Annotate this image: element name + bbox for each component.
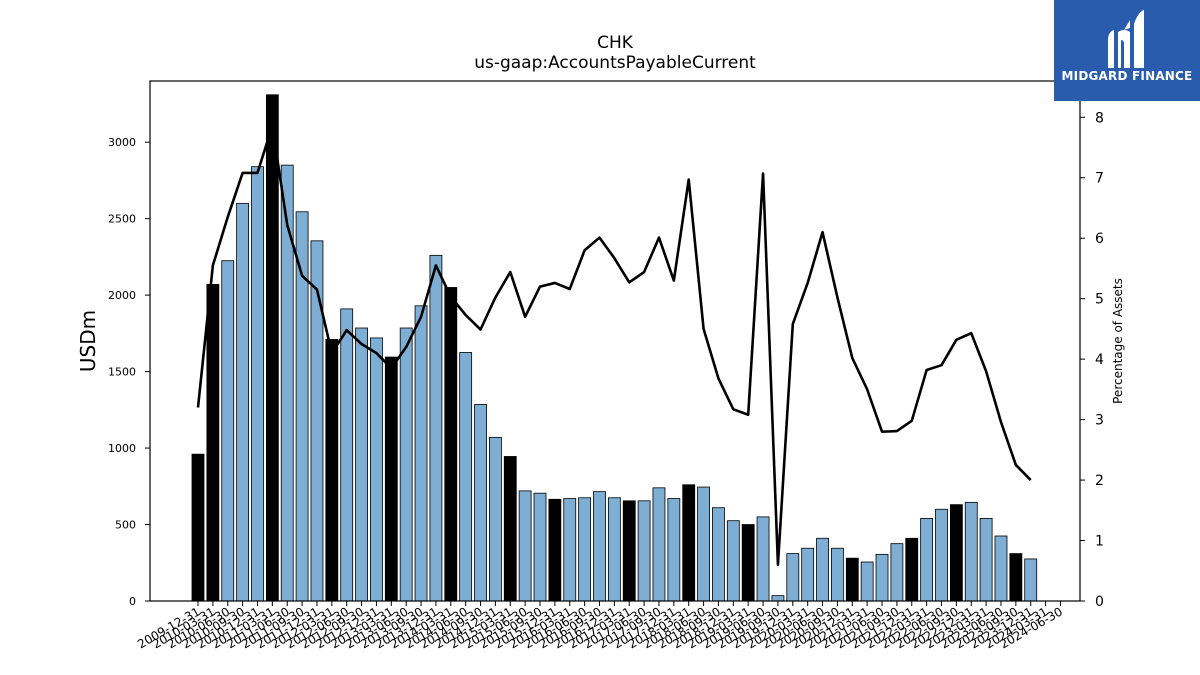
y2-tick-label: 0	[1095, 594, 1104, 610]
y-axis-ticks: 0 500 1000 1500 2000 2500 3000	[108, 136, 150, 608]
bar-2018-03-31	[682, 484, 696, 602]
bar-2014-09-30	[474, 404, 487, 602]
bar-2016-03-31	[563, 498, 577, 602]
bar-2010-03-31	[206, 284, 220, 602]
bar-2022-12-31	[964, 501, 978, 602]
bar-2011-09-30	[295, 211, 309, 602]
bar-2015-06-30	[518, 490, 532, 602]
bar-2016-09-30	[593, 491, 606, 602]
bar-2020-12-31	[845, 557, 859, 602]
y-tick-label: 1000	[108, 442, 136, 455]
bar-2023-06-30	[994, 535, 1008, 602]
y-axis-label: USDm	[76, 310, 100, 372]
bar-2021-12-31	[905, 537, 919, 602]
y-tick-label: 0	[129, 595, 136, 608]
bar-2013-12-31	[429, 254, 443, 602]
bar-2022-06-30	[935, 508, 948, 602]
chart-title: CHK	[597, 33, 634, 53]
pct-assets-line	[196, 124, 1032, 567]
bar-2015-12-31	[548, 498, 562, 602]
y2-tick-label: 1	[1095, 534, 1104, 550]
bar-2018-06-30	[697, 486, 710, 602]
bar-2011-03-31	[265, 94, 279, 602]
y2-tick-label: 4	[1095, 352, 1104, 368]
midgard-logo-icon	[1108, 10, 1144, 68]
y2-tick-label: 2	[1095, 473, 1104, 489]
bar-2019-06-30	[756, 516, 770, 602]
bar-2012-03-31	[325, 339, 339, 602]
bar-2013-09-30	[414, 305, 428, 602]
bar-2017-09-30	[652, 487, 666, 602]
bar-2016-12-31	[607, 497, 621, 602]
bar-2016-06-30	[578, 497, 592, 602]
bar-2019-09-30	[771, 595, 785, 602]
bar-2018-09-30	[712, 507, 725, 602]
bar-2023-12-31	[1024, 558, 1038, 602]
y2-tick-label: 3	[1095, 413, 1104, 429]
logo-text: MIDGARD FINANCE	[1061, 69, 1193, 83]
pct-assets-series	[196, 124, 1032, 567]
bar-2013-03-31	[384, 356, 398, 602]
bar-2021-03-31	[860, 561, 874, 602]
bar-2018-12-31	[726, 520, 740, 602]
y-tick-label: 2500	[108, 213, 136, 226]
bar-2014-06-30	[459, 352, 473, 602]
bar-2014-03-31	[444, 287, 458, 602]
y2-tick-label: 6	[1095, 231, 1104, 247]
bar-2017-03-31	[622, 500, 636, 602]
bar-2009-12-31	[191, 453, 205, 602]
bar-2014-12-31	[488, 436, 502, 602]
bar-2017-12-31	[667, 498, 681, 602]
bar-2010-06-30	[221, 260, 235, 602]
bar-2013-06-30	[399, 327, 413, 602]
bar-2012-12-31	[370, 337, 383, 602]
chart-subtitle: us-gaap:AccountsPayableCurrent	[474, 53, 756, 73]
y-tick-label: 2000	[108, 289, 136, 302]
bar-2012-09-30	[355, 327, 368, 602]
bar-2022-03-31	[920, 518, 934, 602]
bar-2015-03-31	[503, 456, 517, 602]
bar-2017-06-30	[637, 500, 651, 602]
y-tick-label: 3000	[108, 136, 136, 149]
x-axis-ticks: 2009-12-312010-03-312010-06-302010-09-30…	[135, 601, 1065, 651]
bar-2021-09-30	[890, 543, 904, 602]
bar-2010-09-30	[236, 202, 250, 602]
y2-tick-label: 8	[1095, 110, 1104, 126]
y-tick-label: 500	[115, 519, 136, 532]
bar-2019-12-31	[786, 553, 800, 602]
bar-2020-09-30	[831, 547, 844, 602]
bar-2011-06-30	[280, 164, 294, 602]
y2-tick-label: 7	[1095, 171, 1104, 187]
bar-2019-03-31	[741, 524, 755, 602]
bar-2021-06-30	[875, 553, 889, 602]
bar-2020-03-31	[801, 547, 815, 602]
bar-2010-12-31	[251, 166, 264, 602]
y2-tick-label: 5	[1095, 292, 1104, 308]
bar-2015-09-30	[533, 492, 547, 602]
y-tick-label: 1500	[108, 366, 136, 379]
bar-2012-06-30	[340, 308, 354, 602]
plot-frame	[149, 80, 1081, 602]
bar-2020-06-30	[816, 537, 829, 602]
brand-logo: MIDGARD FINANCE	[1054, 0, 1200, 101]
bar-2023-03-31	[979, 518, 993, 602]
bar-series	[191, 94, 1038, 602]
y2-axis-ticks: 0 1 2 3 4 5 6 7 8	[1080, 110, 1104, 610]
y2-axis-label: Percentage of Assets	[1111, 278, 1125, 404]
bar-2022-09-30	[949, 504, 963, 602]
bar-2023-09-30	[1009, 553, 1023, 602]
